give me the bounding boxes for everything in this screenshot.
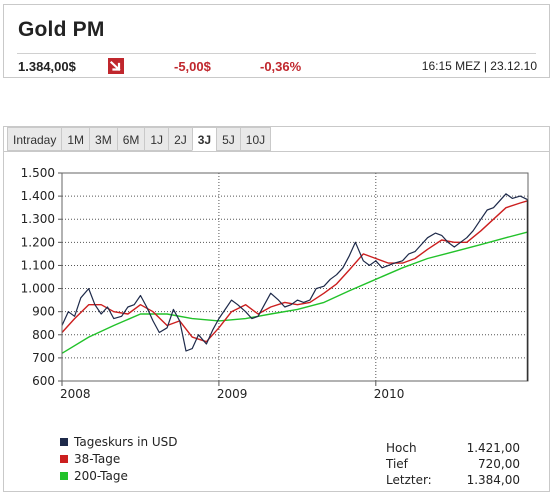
y-tick-label: 700 — [32, 351, 55, 365]
stat-last-value: 1.384,00 — [467, 473, 520, 487]
legend-label-price: Tageskurs in USD — [73, 435, 178, 449]
chart-stats: Hoch 1.421,00 Tief 720,00 Letzter: 1.384… — [385, 441, 520, 487]
price-change-percent: -0,36% — [260, 59, 302, 74]
tab-3j[interactable]: 3J — [191, 127, 218, 151]
down-arrow-icon — [108, 58, 124, 74]
tab-6m[interactable]: 6M — [116, 127, 146, 151]
y-tick-label: 1.300 — [21, 212, 55, 226]
y-tick-label: 1.100 — [21, 258, 55, 272]
x-axis-ticks: 2008 2009 2010 — [60, 381, 404, 401]
price-series-line — [61, 193, 529, 352]
ma200-series-line — [61, 231, 529, 354]
legend-label-200: 200-Tage — [74, 469, 128, 483]
stat-high-value: 1.421,00 — [467, 441, 520, 455]
x-tick-label: 2008 — [60, 387, 91, 401]
legend-swatch-38 — [60, 455, 68, 463]
legend-swatch-200 — [60, 472, 68, 480]
period-tabs: Intraday 1M 3M 6M 1J 2J 3J 5J 10J — [7, 127, 272, 152]
y-tick-label: 1.400 — [21, 189, 55, 203]
y-tick-label: 1.500 — [21, 166, 55, 180]
ma38-series-line — [61, 200, 529, 343]
quote-timestamp: 16:15 MEZ | 23.12.10 — [421, 59, 537, 73]
price-change: -5,00$ — [174, 59, 211, 74]
price-chart: 1.500 1.400 1.300 1.200 1.100 1.000 900 800 700 6… — [21, 166, 529, 487]
stat-low-label: Tief — [385, 457, 409, 471]
tabs-baseline — [4, 151, 549, 152]
tab-intraday[interactable]: Intraday — [7, 127, 63, 151]
x-tick-label: 2010 — [374, 387, 405, 401]
plot-frame — [61, 172, 529, 382]
y-tick-label: 1.000 — [21, 282, 55, 296]
y-tick-label: 800 — [32, 328, 55, 342]
x-tick-label: 2009 — [217, 387, 248, 401]
stat-last-label: Letzter: — [386, 473, 432, 487]
tab-5j[interactable]: 5J — [216, 127, 241, 151]
quote-header: Gold PM 1.384,00$ -5,00$ -0,36% 16:15 ME… — [3, 4, 550, 78]
tab-1j[interactable]: 1J — [144, 127, 170, 151]
chart-legend: Tageskurs in USD 38-Tage 200-Tage — [60, 435, 178, 483]
y-tick-label: 1.200 — [21, 235, 55, 249]
instrument-title: Gold PM — [18, 18, 105, 41]
legend-swatch-price — [60, 438, 68, 446]
y-tick-label: 600 — [32, 374, 55, 388]
chart-grid — [62, 173, 528, 381]
chart-panel: Intraday 1M 3M 6M 1J 2J 3J 5J 10J 1.500 1… — [3, 126, 550, 492]
header-divider — [17, 53, 536, 54]
tab-3m[interactable]: 3M — [89, 127, 118, 151]
stat-low-value: 720,00 — [478, 457, 520, 471]
last-price: 1.384,00$ — [18, 59, 76, 74]
tab-10j[interactable]: 10J — [239, 127, 272, 151]
y-axis-ticks: 1.500 1.400 1.300 1.200 1.100 1.000 900 800 700 6… — [21, 166, 62, 388]
tab-1m[interactable]: 1M — [61, 127, 91, 151]
chart-series — [61, 193, 529, 354]
stat-high-label: Hoch — [386, 441, 417, 455]
y-tick-label: 900 — [32, 305, 55, 319]
legend-label-38: 38-Tage — [74, 452, 120, 466]
tab-2j[interactable]: 2J — [168, 127, 193, 151]
